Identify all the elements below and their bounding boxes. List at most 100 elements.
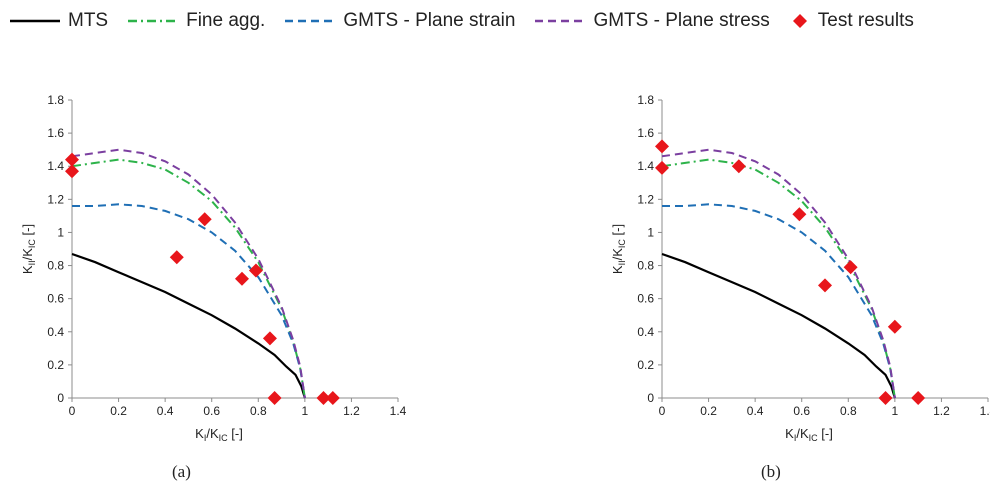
x-tick-label: 0.2 xyxy=(110,404,127,418)
y-tick-label: 0.6 xyxy=(637,292,654,306)
x-axis-title-part: I xyxy=(794,433,797,443)
series-line-gmts-plane-strain xyxy=(72,203,306,399)
test-result-point xyxy=(267,391,282,405)
test-result-point xyxy=(169,250,184,265)
panel-label-b: (b) xyxy=(761,462,781,481)
x-tick-label: 0.2 xyxy=(700,404,717,418)
y-tick-label: 1.6 xyxy=(47,126,64,140)
legend-line-icon xyxy=(285,19,336,23)
test-result-point xyxy=(731,159,746,174)
x-axis-title-part: K xyxy=(785,426,794,441)
y-tick-label: 0.2 xyxy=(637,358,654,372)
test-result-point xyxy=(65,152,79,167)
y-tick-label: 1.8 xyxy=(637,93,654,107)
legend-marker-icon xyxy=(792,14,807,28)
y-tick-label: 1.4 xyxy=(47,159,64,173)
test-result-point xyxy=(316,391,331,405)
test-result-point xyxy=(655,160,669,175)
x-axis-title-part: IC xyxy=(809,433,819,443)
x-axis-title: KI/KIC [-] xyxy=(195,426,243,443)
x-axis-title-part: /K xyxy=(206,426,219,441)
x-tick-label: 1 xyxy=(892,404,899,418)
y-axis-title-part: [-] xyxy=(610,224,625,239)
y-axis-title-part: K xyxy=(20,265,35,274)
legend-item: MTS xyxy=(8,10,108,32)
y-axis-title-part: II xyxy=(27,260,37,265)
legend-item: Test results xyxy=(788,10,914,32)
y-tick-label: 1 xyxy=(647,225,654,239)
y-tick-label: 1.4 xyxy=(637,159,654,173)
y-axis-title-group: KII/KIC [-] xyxy=(610,224,627,274)
test-result-point xyxy=(878,391,893,405)
test-result-point xyxy=(911,391,926,405)
series-line-gmts-plane-stress xyxy=(661,148,896,399)
x-tick-label: 1.4 xyxy=(980,404,990,418)
x-tick-label: 0 xyxy=(69,404,76,418)
x-tick-label: 1.2 xyxy=(343,404,360,418)
y-tick-label: 0 xyxy=(57,391,64,405)
x-tick-label: 0.8 xyxy=(250,404,267,418)
y-tick-label: 0.2 xyxy=(47,358,64,372)
x-tick-label: 0.8 xyxy=(840,404,857,418)
y-tick-label: 1 xyxy=(57,225,64,239)
test-result-point xyxy=(234,271,249,286)
chart-b-svg: 0 0.2 0.4 0.6 0.8 1 1.2 1.4 1.6 1.8 0 0.2 0.4 0.6 0.8 1… xyxy=(610,93,990,443)
x-axis-title-part: IC xyxy=(219,433,229,443)
y-tick-label: 1.2 xyxy=(47,192,64,206)
test-result-point xyxy=(197,212,212,227)
x-tick-label: 0.4 xyxy=(157,404,174,418)
x-axis-title: KI/KIC [-] xyxy=(785,426,833,443)
test-result-point xyxy=(325,391,340,405)
legend-item: GMTS - Plane strain xyxy=(283,10,515,32)
x-axis-title-part: /K xyxy=(796,426,809,441)
x-tick-label: 0.4 xyxy=(747,404,764,418)
series-line-gmts-plane-stress xyxy=(71,148,306,399)
y-tick-label: 1.2 xyxy=(637,192,654,206)
test-result-point xyxy=(248,263,263,278)
test-result-point xyxy=(818,278,832,293)
series-line-mts xyxy=(661,252,896,399)
chart-panel-a: 0 0.2 0.4 0.6 0.8 1 1.2 1.4 1.6 1.8 0 0.2 0.4 0.6 0.8 1… xyxy=(10,80,410,450)
y-tick-label: 0 xyxy=(647,391,654,405)
test-result-point xyxy=(887,319,902,334)
test-result-point xyxy=(843,260,858,275)
legend-item: GMTS - Plane stress xyxy=(533,10,770,32)
y-axis-title-part: IC xyxy=(27,239,37,249)
chart-a-svg: 0 0.2 0.4 0.6 0.8 1 1.2 1.4 1.6 1.8 0 0.2 0.4 0.6 0.8 1… xyxy=(20,93,407,443)
test-result-point xyxy=(792,207,807,222)
chart-panel-b: 0 0.2 0.4 0.6 0.8 1 1.2 1.4 1.6 1.8 0 0.2 0.4 0.6 0.8 1… xyxy=(600,80,990,450)
legend-label: Test results xyxy=(817,10,914,31)
y-axis-title-part: K xyxy=(610,265,625,274)
x-tick-label: 1.4 xyxy=(390,404,407,418)
legend-item: Fine agg. xyxy=(126,10,265,32)
chart-legend: MTS Fine agg. GMTS - Plane strain GMTS - Pl… xyxy=(8,6,988,36)
y-axis-title-group: KII/KIC [-] xyxy=(20,224,37,274)
y-axis-title-part: II xyxy=(617,260,627,265)
x-tick-label: 1.2 xyxy=(933,404,950,418)
y-axis-title: KII/KIC [-] xyxy=(610,224,627,274)
legend-label: GMTS - Plane stress xyxy=(593,10,770,31)
legend-line-icon xyxy=(10,19,60,23)
legend-label: MTS xyxy=(68,10,109,31)
x-tick-label: 0.6 xyxy=(203,404,220,418)
legend-line-icon xyxy=(128,19,179,23)
y-axis-title-part: IC xyxy=(617,239,627,249)
x-tick-label: 1 xyxy=(302,404,309,418)
series-line-fine-agg- xyxy=(71,158,306,399)
y-axis-title-part: /K xyxy=(610,248,625,261)
legend-label: Fine agg. xyxy=(186,10,266,31)
panel-label-a: (a) xyxy=(172,462,191,481)
x-axis-title-part: [-] xyxy=(228,426,243,441)
x-axis-title-part: I xyxy=(204,433,207,443)
y-tick-label: 0.4 xyxy=(47,325,64,339)
y-tick-label: 0.4 xyxy=(637,325,654,339)
legend-line-icon xyxy=(535,19,586,23)
y-axis-title-part: /K xyxy=(20,248,35,261)
series-line-fine-agg- xyxy=(661,158,896,399)
y-tick-label: 1.8 xyxy=(47,93,64,107)
x-axis-title-part: [-] xyxy=(818,426,833,441)
test-result-point xyxy=(65,164,79,179)
y-tick-label: 0.8 xyxy=(47,259,64,273)
y-axis-title: KII/KIC [-] xyxy=(20,224,37,274)
x-tick-label: 0 xyxy=(659,404,666,418)
